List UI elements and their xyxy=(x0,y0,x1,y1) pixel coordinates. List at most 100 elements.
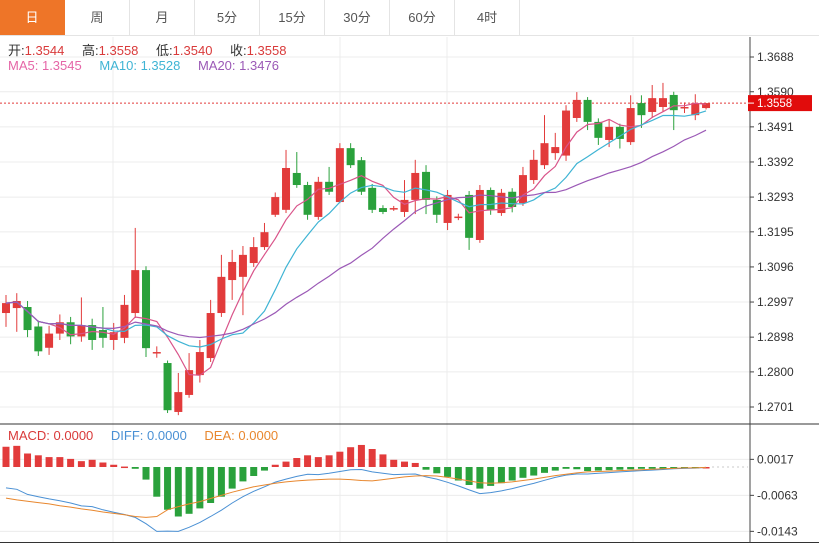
candle[interactable] xyxy=(77,325,86,337)
macd-bar[interactable] xyxy=(185,467,193,514)
candle[interactable] xyxy=(12,300,21,309)
candle[interactable] xyxy=(454,216,463,219)
macd-bar[interactable] xyxy=(293,458,301,467)
candle[interactable] xyxy=(432,199,441,215)
candle[interactable] xyxy=(465,194,474,238)
macd-bar[interactable] xyxy=(659,467,667,469)
candle[interactable] xyxy=(260,232,269,248)
macd-bar[interactable] xyxy=(411,462,419,467)
candle[interactable] xyxy=(551,147,560,154)
tab-day[interactable]: 日 xyxy=(0,0,65,35)
candle[interactable] xyxy=(702,103,711,109)
candle[interactable] xyxy=(615,126,624,139)
candle[interactable] xyxy=(443,194,452,223)
macd-bar[interactable] xyxy=(541,467,548,473)
macd-bar[interactable] xyxy=(207,467,215,503)
candle[interactable] xyxy=(249,247,258,264)
candle[interactable] xyxy=(120,304,129,338)
macd-bar[interactable] xyxy=(627,467,635,470)
candle[interactable] xyxy=(529,159,538,181)
macd-bar[interactable] xyxy=(260,467,268,471)
candle[interactable] xyxy=(422,171,431,200)
macd-bar[interactable] xyxy=(433,467,441,474)
macd-bar[interactable] xyxy=(2,446,10,467)
macd-bar[interactable] xyxy=(314,457,322,467)
candle[interactable] xyxy=(282,167,291,210)
macd-bar[interactable] xyxy=(702,467,710,469)
macd-bar[interactable] xyxy=(325,455,333,467)
macd-bar[interactable] xyxy=(476,467,484,489)
tab-60min[interactable]: 60分 xyxy=(390,0,455,35)
macd-bar[interactable] xyxy=(282,461,290,467)
candle[interactable] xyxy=(174,392,183,412)
macd-bar[interactable] xyxy=(616,467,624,470)
macd-bar[interactable] xyxy=(648,467,656,469)
macd-bar[interactable] xyxy=(24,453,32,468)
candle[interactable] xyxy=(518,175,527,204)
tab-4hour[interactable]: 4时 xyxy=(455,0,520,35)
tab-15min[interactable]: 15分 xyxy=(260,0,325,35)
macd-bar[interactable] xyxy=(465,467,473,485)
candle[interactable] xyxy=(185,370,194,395)
candle[interactable] xyxy=(217,276,226,314)
tab-5min[interactable]: 5分 xyxy=(195,0,260,35)
macd-bar[interactable] xyxy=(56,457,64,467)
macd-bar[interactable] xyxy=(153,467,161,497)
macd-bar[interactable] xyxy=(217,467,225,497)
macd-bar[interactable] xyxy=(99,462,107,468)
macd-bar[interactable] xyxy=(196,467,204,509)
macd-bar[interactable] xyxy=(304,455,312,467)
macd-bar[interactable] xyxy=(519,467,527,478)
candle[interactable] xyxy=(195,352,204,376)
macd-bar[interactable] xyxy=(271,464,279,467)
candle[interactable] xyxy=(314,181,323,217)
macd-bar[interactable] xyxy=(508,467,516,481)
macd-bar[interactable] xyxy=(562,467,570,469)
macd-bar[interactable] xyxy=(67,458,75,467)
candle[interactable] xyxy=(292,172,301,186)
candle[interactable] xyxy=(508,191,517,207)
macd-bar[interactable] xyxy=(142,467,150,480)
tab-month[interactable]: 月 xyxy=(130,0,195,35)
candle[interactable] xyxy=(389,208,398,210)
macd-bar[interactable] xyxy=(487,467,495,486)
candle[interactable] xyxy=(142,270,151,349)
candle[interactable] xyxy=(109,332,118,340)
candle[interactable] xyxy=(66,322,75,337)
macd-bar[interactable] xyxy=(347,447,355,467)
macd-bar[interactable] xyxy=(357,444,365,467)
candle[interactable] xyxy=(335,148,344,203)
macd-bar[interactable] xyxy=(13,445,21,467)
macd-bar[interactable] xyxy=(164,467,172,510)
macd-bar[interactable] xyxy=(110,464,118,467)
candle[interactable] xyxy=(98,330,107,338)
macd-bar[interactable] xyxy=(228,467,236,489)
candle[interactable] xyxy=(45,333,54,348)
candle[interactable] xyxy=(658,98,667,107)
candle[interactable] xyxy=(486,189,495,211)
candle[interactable] xyxy=(648,98,657,112)
macd-bar[interactable] xyxy=(637,467,645,469)
macd-bar[interactable] xyxy=(239,467,247,482)
candle[interactable] xyxy=(562,110,571,156)
macd-bar[interactable] xyxy=(422,467,430,470)
candle[interactable] xyxy=(88,325,97,340)
macd-bar[interactable] xyxy=(368,449,376,467)
macd-bar[interactable] xyxy=(250,467,258,476)
macd-bar[interactable] xyxy=(605,467,613,471)
macd-bar[interactable] xyxy=(120,466,128,469)
macd-bar[interactable] xyxy=(174,467,182,517)
candle[interactable] xyxy=(152,352,161,354)
macd-bar[interactable] xyxy=(530,467,538,476)
macd-bar[interactable] xyxy=(594,467,602,471)
candle[interactable] xyxy=(572,99,581,118)
macd-bar[interactable] xyxy=(551,467,559,471)
candle[interactable] xyxy=(411,172,420,200)
macd-bar[interactable] xyxy=(390,459,398,467)
candle[interactable] xyxy=(228,261,237,281)
candle[interactable] xyxy=(669,94,678,111)
candle[interactable] xyxy=(271,197,280,215)
macd-bar[interactable] xyxy=(336,451,344,467)
macd-bar[interactable] xyxy=(131,467,139,469)
